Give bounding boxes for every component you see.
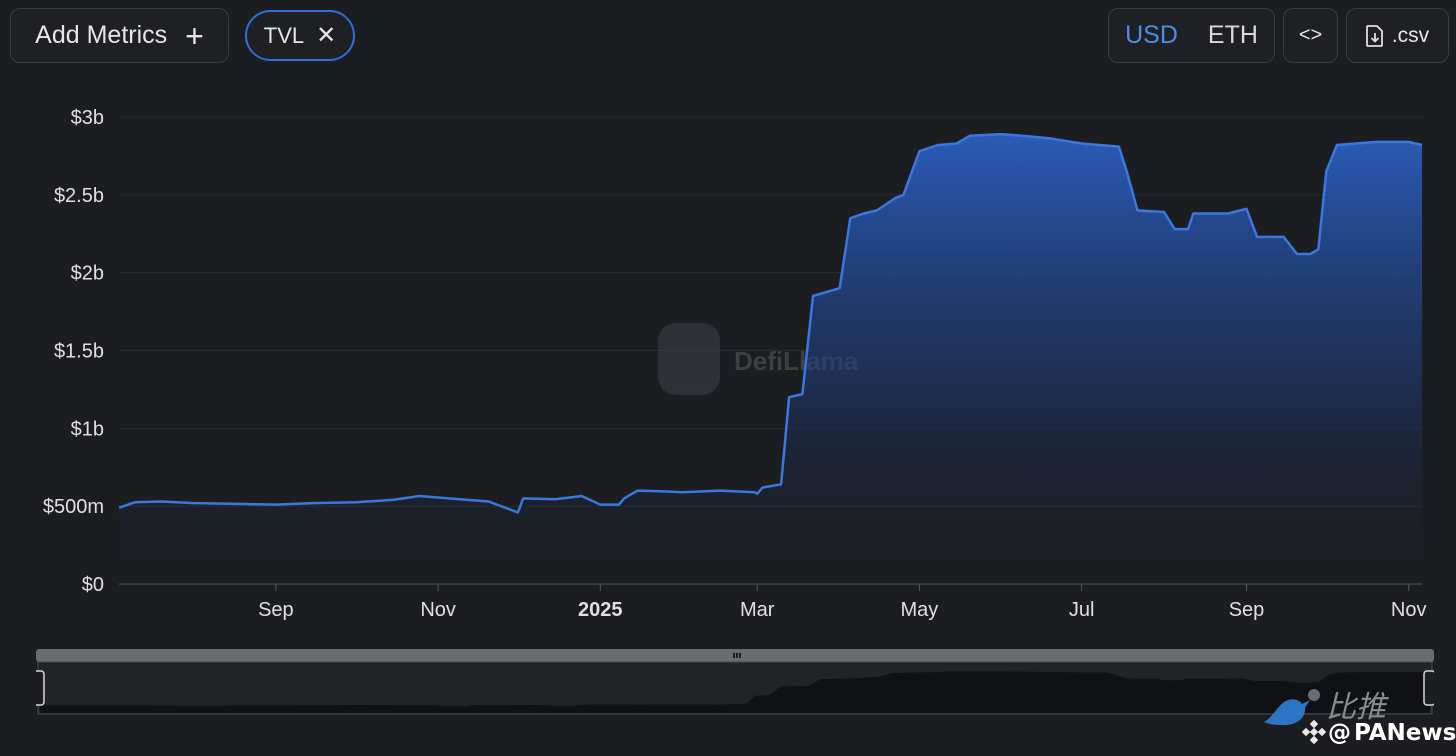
y-tick-label: $0	[82, 574, 104, 596]
metric-chip-tvl[interactable]: TVL ✕	[245, 10, 355, 61]
y-tick-label: $500m	[43, 496, 104, 518]
code-icon: <>	[1298, 24, 1323, 46]
add-metrics-button[interactable]: Add Metrics +	[10, 8, 229, 63]
x-tick-label: Jul	[1069, 599, 1095, 621]
corner-at-symbol: @	[1328, 720, 1351, 746]
x-tick-label: May	[901, 599, 939, 621]
x-tick-label: 2025	[578, 599, 623, 621]
range-handle-right[interactable]	[1423, 670, 1434, 706]
range-handle-left[interactable]	[36, 670, 45, 706]
embed-button[interactable]: <>	[1283, 8, 1338, 63]
y-tick-label: $1.5b	[54, 341, 104, 363]
x-axis: Sep Nov 2025 Mar May Jul Sep Nov	[258, 584, 1426, 621]
binance-logo-icon	[1302, 720, 1326, 744]
file-download-icon	[1365, 24, 1383, 47]
range-slider-preview	[40, 671, 1430, 713]
add-metrics-label: Add Metrics	[35, 21, 168, 49]
currency-option-eth[interactable]: ETH	[1207, 21, 1258, 49]
y-tick-label: $3b	[71, 107, 104, 129]
tvl-line	[118, 132, 1423, 514]
x-tick-label: Nov	[420, 599, 456, 621]
tvl-chart: DefiLlama $0$500m$1b$1.5b$2b$2.5b$3b Sep…	[43, 107, 1427, 621]
x-tick-label: Nov	[1391, 599, 1427, 621]
bird-logo-icon	[1264, 689, 1320, 726]
y-tick-label: $2.5b	[54, 185, 104, 207]
x-tick-label: Sep	[258, 599, 294, 621]
plus-icon: +	[185, 17, 204, 54]
tvl-area	[119, 134, 1422, 584]
llama-logo-icon	[658, 323, 720, 395]
y-axis: $0 $500m $1b $1.5b $2b $2.5b $3b	[43, 107, 104, 596]
csv-label: .csv	[1391, 23, 1430, 47]
x-tick-label: Mar	[740, 599, 775, 621]
range-slider[interactable]	[36, 649, 1434, 715]
currency-toggle: USD ETH	[1108, 8, 1275, 63]
y-tick-label: $2b	[71, 263, 104, 285]
y-tick-label: $1b	[71, 418, 104, 440]
metric-chip-label: TVL	[263, 22, 305, 48]
download-csv-button[interactable]: .csv	[1346, 8, 1449, 63]
x-tick-label: Sep	[1229, 599, 1265, 621]
close-icon[interactable]: ✕	[316, 21, 337, 49]
corner-source-text: PANews	[1354, 720, 1456, 746]
currency-option-usd[interactable]: USD	[1125, 21, 1178, 49]
corner-brand-text: 比推	[1326, 690, 1386, 725]
